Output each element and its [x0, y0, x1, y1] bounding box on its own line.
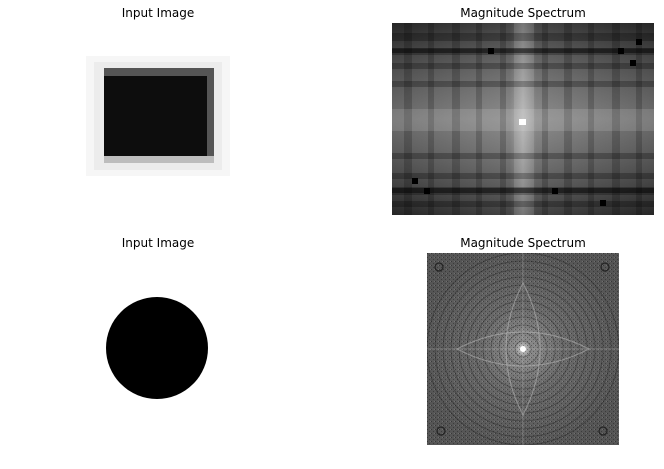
panel-title-input-2: Input Image	[121, 236, 195, 250]
magnitude-spectrum-rectangle	[392, 23, 654, 215]
panel-title-spectrum-1: Magnitude Spectrum	[460, 6, 586, 20]
panel-title-input-1: Input Image	[121, 6, 195, 20]
magnitude-spectrum-circle	[427, 253, 619, 445]
input-image-circle	[100, 292, 214, 404]
input-image-rectangle	[84, 52, 234, 182]
panel-title-spectrum-2: Magnitude Spectrum	[460, 236, 586, 250]
